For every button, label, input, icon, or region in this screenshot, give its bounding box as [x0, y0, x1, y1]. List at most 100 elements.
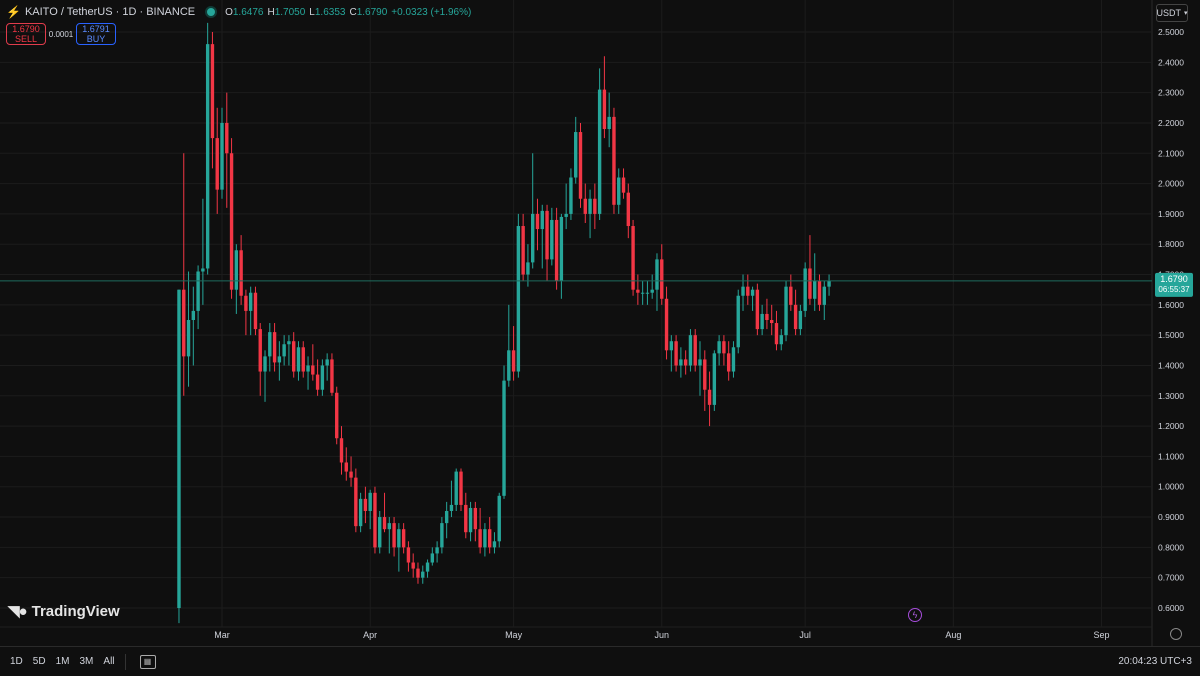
- candle-body: [253, 292, 258, 330]
- candle-body: [225, 122, 229, 154]
- candles: [177, 22, 831, 624]
- candle: [607, 92, 611, 148]
- candle-body: [392, 523, 396, 548]
- candle-body: [368, 492, 372, 511]
- y-tick-label: 1.8000: [1158, 239, 1184, 249]
- sell-button[interactable]: 1.6790 SELL: [6, 23, 46, 45]
- candle-body: [827, 280, 831, 287]
- candle-body: [248, 292, 253, 311]
- candle: [339, 426, 344, 475]
- candle-body: [693, 335, 697, 366]
- candle: [406, 541, 411, 572]
- candle: [674, 335, 678, 372]
- candle: [186, 271, 191, 387]
- candle: [454, 468, 458, 511]
- timeframe-5d[interactable]: 5D: [32, 656, 46, 667]
- candle-body: [344, 462, 348, 472]
- price-axis[interactable]: 2.5000 2.4000 2.3000 2.2000 2.1000 2.0000 1.90…: [1158, 27, 1184, 613]
- candle: [292, 332, 296, 378]
- candle: [746, 274, 750, 305]
- candle-body: [640, 292, 645, 294]
- candle: [650, 274, 654, 299]
- clock[interactable]: 20:04:23 UTC+3: [1118, 656, 1192, 667]
- y-tick-label: 1.2000: [1158, 421, 1184, 431]
- timeframe-all[interactable]: All: [103, 656, 115, 667]
- candle-body: [411, 562, 415, 569]
- candle: [248, 286, 253, 336]
- candle-body: [808, 268, 812, 299]
- chart-header: ⚡ KAITO / TetherUS · 1D · BINANCE O1.647…: [6, 4, 471, 20]
- candle: [378, 510, 382, 554]
- candle: [664, 286, 669, 360]
- candle-body: [478, 529, 482, 548]
- candle-body: [483, 529, 487, 548]
- candle: [368, 489, 372, 530]
- timeframe-1d[interactable]: 1D: [10, 656, 23, 667]
- price-tag: 1.6790 06:55:37: [1155, 272, 1193, 297]
- candle: [660, 244, 664, 305]
- candle: [516, 213, 521, 378]
- candle-body: [239, 250, 243, 296]
- candle-body: [296, 347, 301, 372]
- timeframe-3m[interactable]: 3M: [79, 656, 94, 667]
- candle-body: [779, 335, 783, 345]
- candle-body: [464, 504, 468, 533]
- price-tag-countdown: 06:55:37: [1158, 285, 1190, 294]
- candle-body: [650, 289, 654, 293]
- candle: [569, 168, 573, 220]
- candle-body: [234, 250, 239, 290]
- tradingview-logo[interactable]: ◥● TradingView: [8, 602, 120, 621]
- candle-body: [325, 359, 329, 366]
- candle: [822, 280, 826, 320]
- y-tick-label: 1.3000: [1158, 391, 1184, 401]
- candle-body: [387, 523, 391, 530]
- candle-body: [282, 344, 286, 357]
- candle-body: [559, 216, 564, 281]
- candle-body: [272, 332, 277, 363]
- candle-body: [789, 286, 793, 305]
- candle: [827, 274, 831, 296]
- candle: [425, 559, 430, 578]
- candle: [626, 183, 630, 239]
- candle: [583, 183, 587, 223]
- y-tick-label: 2.2000: [1158, 118, 1184, 128]
- symbol-title[interactable]: KAITO / TetherUS · 1D · BINANCE: [24, 6, 196, 18]
- candle-body: [645, 292, 650, 294]
- candle-body: [382, 517, 387, 530]
- timeframe-1m[interactable]: 1M: [55, 656, 70, 667]
- currency-button[interactable]: USDT ▾: [1156, 4, 1188, 22]
- candle-body: [320, 365, 325, 390]
- candle-body: [315, 374, 320, 390]
- candle-body: [177, 289, 181, 608]
- settings-icon[interactable]: [1170, 628, 1182, 640]
- candle-body: [660, 259, 664, 299]
- candle: [282, 335, 286, 366]
- candle-body: [593, 198, 597, 214]
- candle-body: [602, 89, 607, 130]
- candle: [793, 289, 798, 336]
- sell-label: SELL: [14, 34, 38, 44]
- time-axis[interactable]: Mar Apr May Jun Jul Aug Sep: [214, 630, 1109, 640]
- calendar-range-icon[interactable]: ▦: [139, 654, 156, 669]
- candle: [817, 274, 822, 311]
- candle: [789, 274, 793, 311]
- candle-body: [669, 341, 674, 351]
- ohlc-open: O1.6476: [225, 6, 264, 18]
- buy-button[interactable]: 1.6791 BUY: [76, 23, 116, 45]
- candle-body: [354, 477, 358, 527]
- x-tick-label: May: [505, 630, 523, 640]
- candle: [655, 253, 659, 311]
- candle: [803, 262, 807, 317]
- candle-body: [292, 341, 296, 372]
- lightning-icon[interactable]: ϟ: [908, 608, 922, 622]
- candle: [215, 107, 219, 214]
- candle: [401, 523, 406, 554]
- candle-body: [712, 353, 717, 405]
- candle: [191, 286, 196, 366]
- y-tick-label: 2.4000: [1158, 57, 1184, 67]
- candle-body: [430, 553, 435, 563]
- candle: [636, 274, 640, 305]
- candle-body: [421, 571, 425, 578]
- candle-body: [679, 359, 683, 366]
